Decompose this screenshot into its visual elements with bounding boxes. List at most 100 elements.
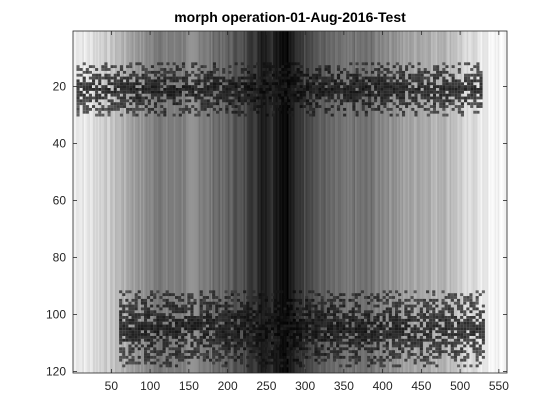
band-cell bbox=[404, 318, 408, 322]
band-cell bbox=[413, 361, 417, 365]
band-cell bbox=[345, 364, 349, 368]
band-cell bbox=[395, 313, 399, 316]
band-cell bbox=[417, 90, 421, 94]
band-cell bbox=[355, 113, 359, 117]
band-cell bbox=[160, 73, 164, 77]
band-cell bbox=[383, 79, 387, 83]
band-cell bbox=[478, 293, 482, 297]
band-cell bbox=[125, 361, 129, 365]
band-cell bbox=[209, 76, 213, 80]
band-cell bbox=[159, 307, 163, 311]
band-cell bbox=[308, 90, 313, 94]
band-cell bbox=[473, 73, 477, 77]
band-cell bbox=[339, 90, 344, 94]
band-cell bbox=[398, 316, 402, 319]
band-cell bbox=[143, 304, 148, 308]
band-cell bbox=[370, 341, 374, 345]
band-cell bbox=[441, 316, 445, 319]
band-cell bbox=[224, 313, 228, 316]
band-cell bbox=[429, 353, 433, 356]
band-cell bbox=[299, 105, 303, 108]
band-cell bbox=[98, 76, 102, 80]
band-cell bbox=[311, 310, 315, 314]
band-cell bbox=[283, 327, 287, 331]
band-cell bbox=[150, 304, 154, 308]
band-cell bbox=[383, 73, 387, 77]
band-cell bbox=[194, 82, 198, 86]
band-cell bbox=[460, 293, 464, 297]
band-cell bbox=[460, 113, 464, 117]
band-cell bbox=[416, 330, 420, 334]
band-cell bbox=[314, 353, 318, 356]
image-column bbox=[263, 31, 266, 373]
image-column bbox=[107, 31, 109, 373]
image-column bbox=[319, 31, 322, 373]
band-cell bbox=[128, 358, 132, 362]
band-cell bbox=[265, 85, 269, 88]
band-cell bbox=[144, 70, 148, 74]
band-cell bbox=[336, 105, 340, 108]
band-cell bbox=[386, 82, 390, 86]
band-cell bbox=[410, 327, 414, 331]
band-cell bbox=[284, 96, 288, 100]
band-cell bbox=[224, 290, 228, 294]
band-cell bbox=[457, 62, 461, 66]
band-cell bbox=[119, 102, 123, 106]
band-cell bbox=[354, 330, 358, 334]
band-cell bbox=[122, 90, 127, 94]
band-cell bbox=[107, 110, 111, 114]
band-cell bbox=[131, 310, 135, 314]
band-cell bbox=[224, 330, 228, 334]
band-cell bbox=[160, 93, 164, 97]
band-cell bbox=[137, 333, 141, 336]
band-cell bbox=[215, 68, 220, 71]
band-cell bbox=[159, 327, 163, 331]
band-cell bbox=[413, 316, 417, 319]
band-cell bbox=[147, 90, 151, 94]
band-cell bbox=[385, 330, 389, 334]
band-cell bbox=[391, 316, 396, 319]
band-cell bbox=[478, 321, 482, 325]
band-cell bbox=[336, 88, 340, 91]
band-cell bbox=[377, 68, 381, 71]
band-cell bbox=[144, 79, 148, 83]
band-cell bbox=[234, 88, 238, 91]
band-cell bbox=[150, 330, 154, 334]
band-cell bbox=[442, 79, 446, 83]
band-cell bbox=[302, 330, 306, 334]
band-cell bbox=[342, 313, 346, 316]
band-cell bbox=[131, 361, 135, 365]
band-cell bbox=[212, 347, 216, 351]
band-cell bbox=[467, 76, 471, 80]
band-cell bbox=[370, 347, 374, 351]
band-cell bbox=[150, 290, 154, 294]
band-cell bbox=[466, 318, 470, 322]
band-cell bbox=[122, 338, 126, 342]
band-cell bbox=[453, 296, 458, 299]
band-cell bbox=[441, 307, 445, 311]
band-cell bbox=[113, 107, 117, 111]
band-cell bbox=[243, 99, 247, 103]
band-cell bbox=[445, 85, 449, 88]
band-cell bbox=[286, 330, 290, 334]
band-cell bbox=[240, 353, 244, 356]
band-cell bbox=[227, 321, 231, 325]
band-cell bbox=[215, 310, 219, 314]
band-cell bbox=[360, 335, 365, 339]
band-cell bbox=[336, 90, 340, 94]
band-cell bbox=[212, 102, 216, 106]
band-cell bbox=[253, 107, 257, 111]
band-cell bbox=[178, 350, 182, 354]
band-cell bbox=[391, 344, 396, 348]
band-cell bbox=[283, 296, 287, 299]
band-cell bbox=[187, 293, 191, 297]
band-cell bbox=[349, 82, 353, 86]
band-cell bbox=[429, 347, 433, 351]
band-cell bbox=[141, 65, 145, 69]
image-column bbox=[234, 31, 237, 373]
image-column bbox=[398, 31, 401, 373]
band-cell bbox=[284, 70, 288, 74]
band-cell bbox=[261, 290, 265, 294]
axes-box bbox=[72, 30, 508, 374]
band-cell bbox=[336, 316, 340, 319]
